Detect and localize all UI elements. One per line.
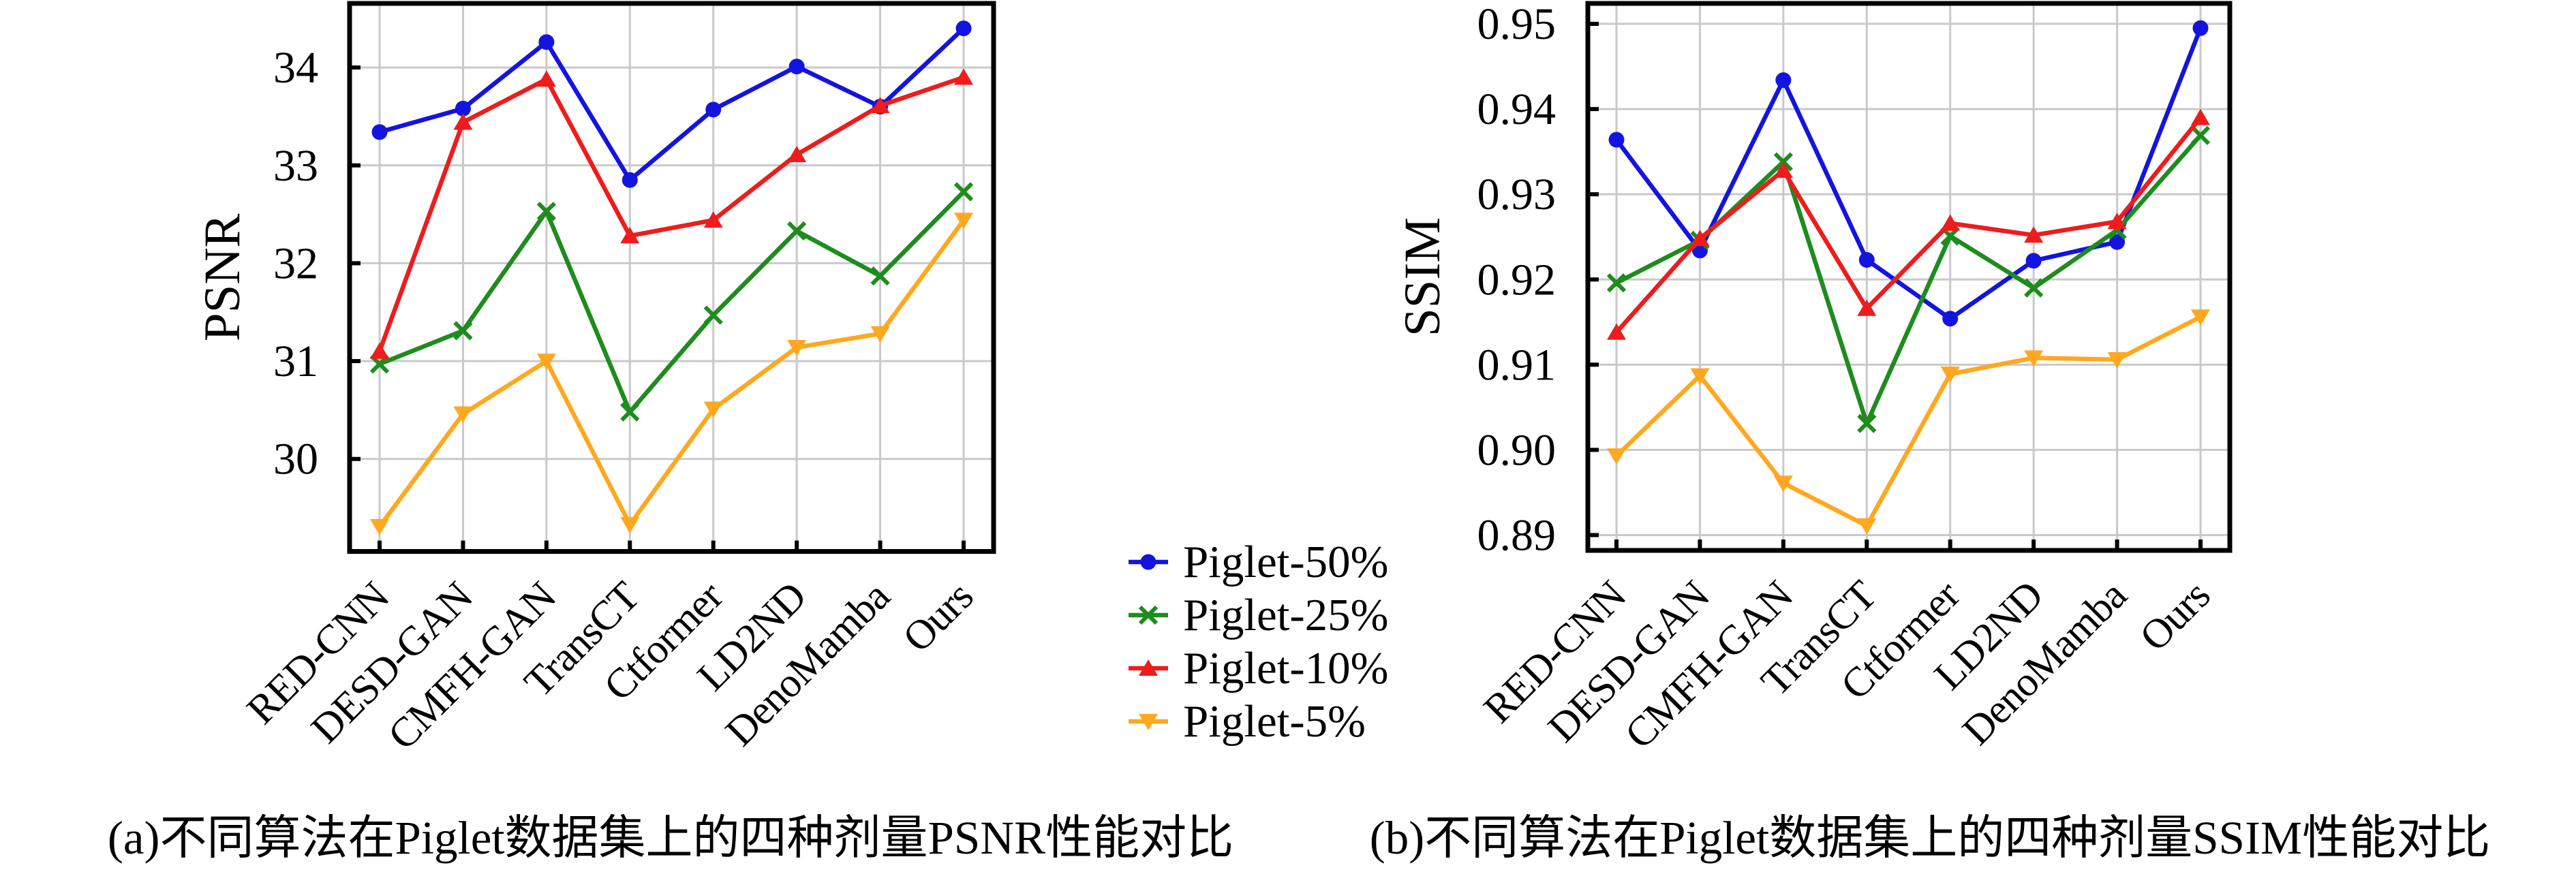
svg-text:0.93: 0.93 bbox=[1477, 170, 1557, 219]
caption-a: (a)不同算法在Piglet数据集上的四种剂量PSNR性能对比 bbox=[107, 812, 1234, 864]
series-Piglet-10% bbox=[370, 68, 974, 359]
y-axis-label: PSNR bbox=[194, 213, 251, 341]
svg-text:0.94: 0.94 bbox=[1477, 84, 1557, 134]
svg-text:Ours: Ours bbox=[2131, 573, 2218, 660]
series-Piglet-5% bbox=[1607, 309, 2211, 535]
svg-text:30: 30 bbox=[273, 435, 318, 484]
psnr-chart: 3031323334RED-CNNDESD-GANCMFH-GANTransCT… bbox=[194, 1, 996, 759]
legend-item: Piglet-50% bbox=[1123, 535, 1388, 589]
series-Piglet-50% bbox=[1608, 20, 2209, 327]
svg-text:0.91: 0.91 bbox=[1477, 340, 1557, 390]
series-Piglet-25% bbox=[369, 182, 974, 422]
legend-item: Piglet-5% bbox=[1123, 695, 1388, 748]
svg-text:34: 34 bbox=[273, 43, 318, 93]
triangle-down-marker-icon bbox=[1129, 714, 1168, 730]
svg-text:0.90: 0.90 bbox=[1477, 425, 1557, 475]
legend-label: Piglet-10% bbox=[1183, 642, 1389, 693]
triangle-up-marker-icon bbox=[1129, 659, 1168, 676]
ssim-chart: 0.890.900.910.920.930.940.95RED-CNNDESD-… bbox=[1394, 0, 2233, 758]
legend: Piglet-50% Piglet-25% Piglet-10% Piglet-… bbox=[1123, 535, 1388, 748]
x-marker-icon bbox=[1129, 605, 1168, 625]
gridlines bbox=[350, 3, 994, 552]
svg-text:0.89: 0.89 bbox=[1477, 510, 1557, 560]
ticks bbox=[1588, 22, 2203, 550]
circle-marker-icon bbox=[1129, 554, 1168, 570]
caption-b: (b)不同算法在Piglet数据集上的四种剂量SSIM性能对比 bbox=[1369, 812, 2491, 864]
svg-text:32: 32 bbox=[273, 238, 318, 288]
svg-text:31: 31 bbox=[273, 337, 318, 386]
ticks bbox=[350, 65, 966, 552]
gridlines bbox=[1588, 3, 2230, 550]
legend-label: Piglet-5% bbox=[1183, 696, 1366, 747]
series-Piglet-10% bbox=[1607, 108, 2211, 340]
y-axis-label: SSIM bbox=[1394, 217, 1451, 337]
legend-item: Piglet-25% bbox=[1123, 589, 1388, 642]
series-Piglet-5% bbox=[370, 213, 974, 535]
svg-text:33: 33 bbox=[273, 141, 318, 191]
legend-label: Piglet-25% bbox=[1183, 589, 1389, 640]
svg-text:0.92: 0.92 bbox=[1477, 255, 1557, 305]
svg-text:Ours: Ours bbox=[894, 574, 981, 661]
legend-item: Piglet-10% bbox=[1123, 642, 1388, 695]
svg-text:0.95: 0.95 bbox=[1477, 0, 1557, 49]
series-Piglet-50% bbox=[371, 20, 972, 188]
legend-label: Piglet-50% bbox=[1183, 536, 1389, 587]
